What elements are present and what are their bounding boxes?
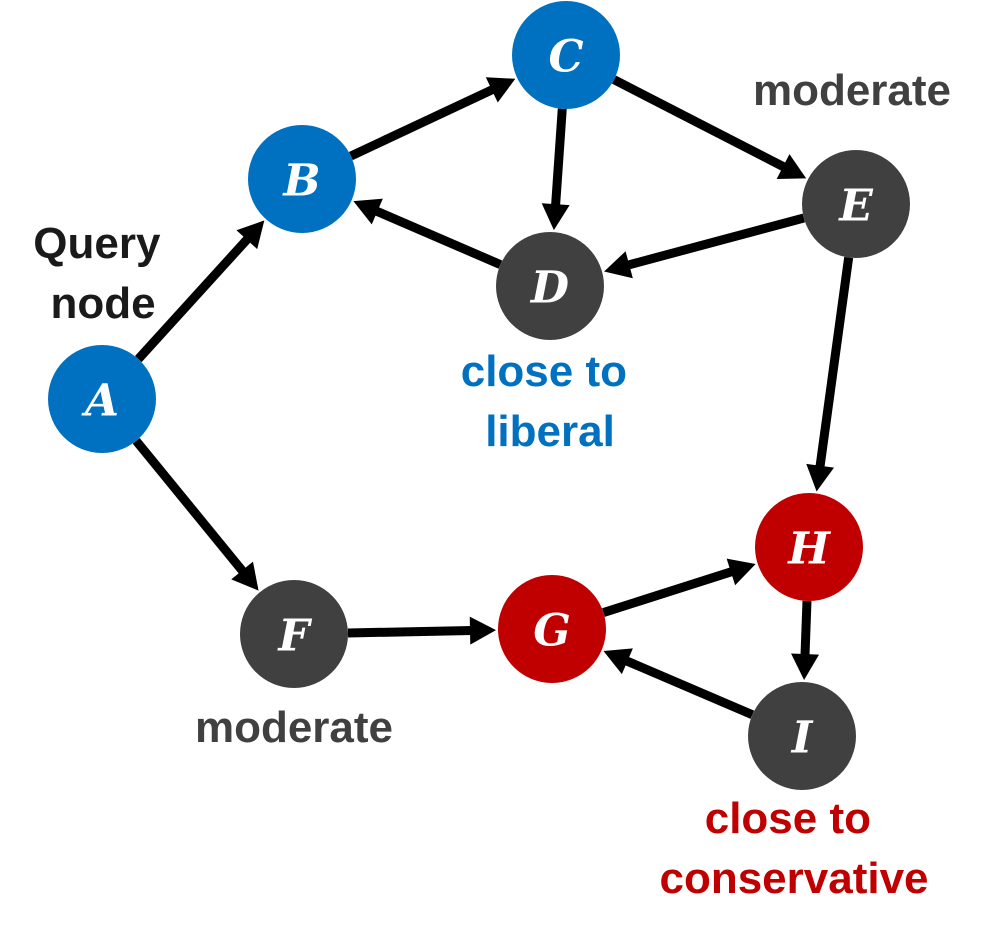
arrowhead — [604, 251, 633, 279]
node-a: A — [48, 345, 156, 453]
edge-f-to-g — [347, 616, 497, 645]
edge-line — [347, 626, 473, 638]
node-circle — [802, 150, 910, 258]
edge-line — [800, 600, 812, 657]
node-b: B — [248, 125, 356, 233]
arrowhead — [469, 616, 497, 645]
edge-line — [551, 108, 567, 207]
edge-line — [815, 256, 854, 469]
edge-line — [611, 75, 787, 172]
node-circle — [48, 345, 156, 453]
annotations: Query node moderate moderate close to li… — [33, 66, 951, 903]
edge-c-to-e — [611, 75, 807, 179]
node-label: D — [529, 263, 569, 314]
node-f: F — [240, 580, 348, 688]
liberal-line1: close to — [461, 347, 627, 396]
arrowhead — [791, 653, 820, 681]
node-label: G — [533, 606, 571, 657]
arrowhead — [726, 558, 756, 586]
node-g: G — [498, 575, 606, 683]
query-node-line2: node — [50, 279, 155, 328]
edge-i-to-g — [603, 648, 755, 719]
nodes: A B C D E F G H I — [48, 1, 910, 790]
node-label: H — [786, 524, 831, 575]
edge-h-to-i — [791, 600, 820, 681]
node-circle — [240, 580, 348, 688]
node-c: C — [512, 1, 620, 109]
node-d: D — [496, 232, 604, 340]
edge-g-to-h — [602, 558, 756, 617]
node-label: F — [276, 611, 312, 662]
node-circle — [755, 493, 863, 601]
edge-line — [623, 656, 755, 719]
node-circle — [748, 682, 856, 790]
edge-a-to-f — [132, 437, 259, 591]
edge-c-to-d — [541, 108, 570, 231]
node-label: C — [548, 32, 583, 83]
query-node-line1: Query — [33, 219, 161, 268]
node-circle — [248, 125, 356, 233]
edge-line — [348, 84, 496, 161]
edge-e-to-d — [604, 213, 806, 279]
edge-line — [132, 437, 247, 575]
moderate-annotation-f: moderate — [195, 703, 393, 752]
arrowhead — [485, 77, 516, 103]
arrowhead — [353, 198, 383, 225]
edge-b-to-c — [348, 77, 516, 161]
arrowhead — [603, 648, 633, 675]
arrowhead — [776, 154, 807, 179]
node-label: I — [790, 713, 814, 764]
node-label: E — [837, 181, 874, 232]
arrowhead — [231, 561, 259, 591]
close-to-liberal-annotation: close to liberal — [461, 347, 640, 456]
node-i: I — [748, 682, 856, 790]
node-label: A — [81, 376, 119, 427]
edge-line — [373, 206, 503, 269]
arrowhead — [806, 463, 835, 492]
conservative-line1: close to — [705, 794, 871, 843]
conservative-line2: conservative — [659, 854, 928, 903]
liberal-line2: liberal — [485, 407, 615, 456]
close-to-conservative-annotation: close to conservative — [659, 794, 928, 903]
node-label: B — [281, 156, 320, 207]
arrowhead — [541, 203, 570, 231]
arrowhead — [236, 220, 265, 250]
node-circle — [512, 1, 620, 109]
moderate-annotation-e: moderate — [753, 66, 951, 115]
node-circle — [498, 575, 606, 683]
edge-line — [626, 213, 806, 270]
edge-e-to-h — [806, 256, 854, 492]
node-e: E — [802, 150, 910, 258]
edge-d-to-b — [353, 198, 503, 269]
edges — [132, 75, 854, 719]
node-h: H — [755, 493, 863, 601]
edge-line — [602, 567, 735, 617]
edge-a-to-b — [134, 220, 265, 363]
query-node-annotation: Query node — [33, 219, 172, 328]
edge-line — [134, 235, 252, 363]
node-circle — [496, 232, 604, 340]
